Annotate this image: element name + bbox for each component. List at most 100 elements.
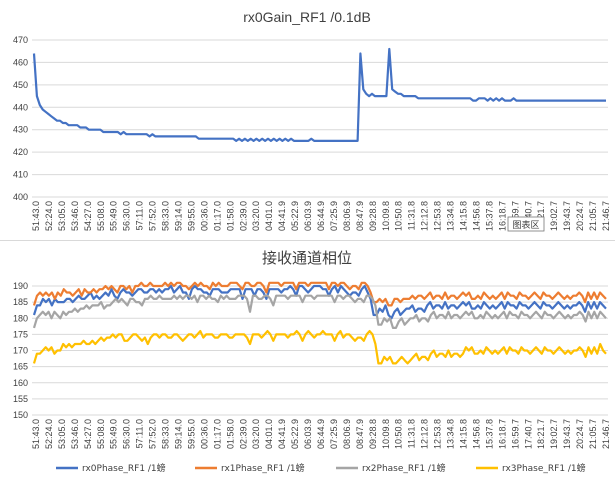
x-tick-label: 04:01.0: [264, 419, 274, 449]
gain-chart-svg: rx0Gain_RF1 /0.1dB 400 410 420 430 440 450 460…: [13, 9, 611, 232]
y-tick-label: 420: [13, 147, 28, 157]
x-tick-label: 14:56.8: [471, 201, 481, 231]
x-tick-label: 51:43.0: [31, 201, 41, 231]
plot-area-tooltip-text: 图表区: [512, 219, 539, 231]
y-tick-label: 440: [13, 102, 28, 112]
x-tick-label: 19:02.7: [549, 419, 559, 449]
x-tick-label: 02:39.0: [238, 419, 248, 449]
x-tick-label: 04:41.9: [277, 419, 287, 449]
chart-title: 接收通道相位: [262, 250, 352, 267]
y-tick-label: 470: [13, 35, 28, 45]
series-line-3: [32, 329, 607, 365]
legend-label: rx1Phase_RF1 /1螃: [221, 462, 305, 474]
x-tick-label: 05:22.9: [290, 201, 300, 231]
y-tick-label: 460: [13, 57, 28, 67]
x-tick-label: 21:46.7: [601, 201, 611, 231]
x-tick-label: 19:02.7: [549, 201, 559, 231]
x-tick-label: 08:06.9: [342, 419, 352, 449]
x-tick-label: 19:43.7: [562, 201, 572, 231]
x-tick-label: 15:37.8: [484, 201, 494, 231]
x-tick-label: 02:39.0: [238, 201, 248, 231]
x-tick-label: 12:53.8: [433, 201, 443, 231]
x-tick-label: 53:05.0: [57, 419, 67, 449]
phase-chart: 接收通道相位 150 155 160 165 170 175 180 185 190 51:43.…: [0, 240, 615, 480]
x-tick-label: 10:09.8: [381, 419, 391, 449]
x-tick-label: 55:49.0: [109, 419, 119, 449]
series-line-0: [32, 47, 606, 142]
chart-title: rx0Gain_RF1 /0.1dB: [243, 9, 371, 25]
x-tick-label: 16:18.7: [497, 201, 507, 231]
x-tick-label: 55:08.0: [96, 201, 106, 231]
legend-item-0: rx0Phase_RF1 /1螃: [56, 462, 166, 474]
x-tick-label: 16:59.7: [510, 419, 520, 449]
gain-chart: rx0Gain_RF1 /0.1dB 400 410 420 430 440 450 460…: [12, 9, 611, 232]
x-tick-label: 17:40.7: [523, 201, 533, 231]
legend-label: rx3Phase_RF1 /1螃: [502, 462, 586, 474]
x-tick-label: 21:46.7: [601, 419, 611, 449]
x-tick-label: 56:30.0: [122, 201, 132, 231]
y-tick-label: 185: [13, 297, 28, 307]
x-tick-label: 54:27.0: [83, 419, 93, 449]
x-tick-label: 10:09.8: [381, 201, 391, 231]
plot-area-tooltip-box: [507, 216, 545, 232]
x-tick-label: 14:15.8: [459, 201, 469, 231]
x-tick-label: 09:28.8: [368, 201, 378, 231]
series-line-1: [32, 281, 607, 307]
x-tick-label: 59:55.0: [186, 419, 196, 449]
x-tick-label: 09:28.8: [368, 419, 378, 449]
y-tick-label: 160: [13, 378, 28, 388]
x-tick-label: 56:30.0: [122, 419, 132, 449]
y-tick-label: 165: [13, 362, 28, 372]
x-tick-label: 04:01.0: [264, 201, 274, 231]
x-tick-label: 08:47.9: [355, 201, 365, 231]
x-tick-label: 18:21.7: [536, 201, 546, 231]
y-tick-label: 155: [13, 394, 28, 404]
series-line-2: [32, 294, 607, 330]
x-tick-label: 52:24.0: [44, 419, 54, 449]
x-tick-label: 11:31.8: [407, 201, 417, 230]
x-tick-label: 13:34.8: [446, 419, 456, 449]
x-tick-label: 07:25.9: [329, 201, 339, 231]
y-tick-label: 175: [13, 329, 28, 339]
x-tick-label: 07:25.9: [329, 419, 339, 449]
x-tick-label: 57:11.0: [135, 201, 145, 230]
phase-chart-svg: 接收通道相位 150 155 160 165 170 175 180 185 190 51:43.…: [13, 250, 611, 474]
y-tick-label: 190: [13, 281, 28, 291]
x-tick-label: 16:59.7: [510, 201, 520, 231]
y-tick-label: 180: [13, 313, 28, 323]
x-tick-label: 15:37.8: [484, 419, 494, 449]
x-tick-label: 01:58.0: [225, 419, 235, 449]
plot-area-tooltip: 图表区: [507, 216, 545, 232]
x-tick-label: 06:03.9: [303, 419, 313, 449]
x-tick-label: 14:15.8: [459, 419, 469, 449]
legend-label: rx0Phase_RF1 /1螃: [82, 462, 166, 474]
x-tick-label: 59:14.0: [174, 419, 184, 449]
x-tick-label: 01:58.0: [225, 201, 235, 231]
legend-item-2: rx2Phase_RF1 /1螃: [336, 462, 446, 474]
x-tick-label: 03:20.0: [251, 419, 261, 449]
legend-item-3: rx3Phase_RF1 /1螃: [476, 462, 586, 474]
x-tick-label: 58:33.0: [161, 201, 171, 231]
x-tick-label: 00:36.0: [199, 201, 209, 231]
x-tick-label: 08:06.9: [342, 201, 352, 231]
x-tick-label: 01:17.0: [212, 419, 222, 449]
series-line-0: [32, 284, 607, 320]
y-tick-label: 150: [13, 410, 28, 420]
x-tick-label: 01:17.0: [212, 201, 222, 231]
x-tick-label: 13:34.8: [446, 201, 456, 231]
x-tick-label: 20:24.7: [575, 201, 585, 231]
x-tick-label: 21:05.7: [588, 201, 598, 231]
x-tick-label: 10:50.8: [394, 201, 404, 231]
x-tick-label: 00:36.0: [199, 419, 209, 449]
x-tick-label: 04:41.9: [277, 201, 287, 231]
y-tick-label: 400: [13, 192, 28, 202]
x-tick-label: 12:12.8: [420, 201, 430, 231]
x-tick-label: 06:44.9: [316, 419, 326, 449]
x-tick-label: 06:03.9: [303, 201, 313, 231]
x-tick-label: 12:53.8: [433, 419, 443, 449]
x-tick-label: 10:50.8: [394, 419, 404, 449]
x-tick-label: 59:55.0: [186, 201, 196, 231]
x-tick-label: 58:33.0: [161, 419, 171, 449]
x-tick-label: 16:18.7: [497, 419, 507, 449]
y-tick-label: 410: [13, 170, 28, 180]
